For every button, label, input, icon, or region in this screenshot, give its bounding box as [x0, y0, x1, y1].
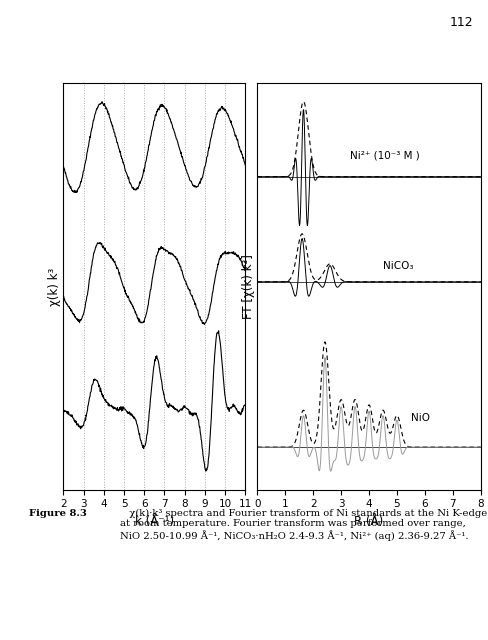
Text: 112: 112 — [450, 16, 473, 29]
Text: NiO: NiO — [411, 413, 430, 423]
Y-axis label: χ(k) k³: χ(k) k³ — [48, 268, 61, 305]
X-axis label: k (Å⁻¹): k (Å⁻¹) — [135, 515, 174, 528]
Text: Figure 8.3: Figure 8.3 — [29, 509, 87, 518]
Y-axis label: FT [χ(k) k³]: FT [χ(k) k³] — [242, 254, 255, 319]
Text: χ(k)·k³ spectra and Fourier transform of Ni standards at the Ni K-edge at room t: χ(k)·k³ spectra and Fourier transform of… — [120, 509, 487, 541]
Text: Ni²⁺ (10⁻³ M ): Ni²⁺ (10⁻³ M ) — [349, 150, 419, 160]
Text: NiCO₃: NiCO₃ — [383, 261, 413, 271]
X-axis label: R (Å): R (Å) — [354, 515, 384, 528]
